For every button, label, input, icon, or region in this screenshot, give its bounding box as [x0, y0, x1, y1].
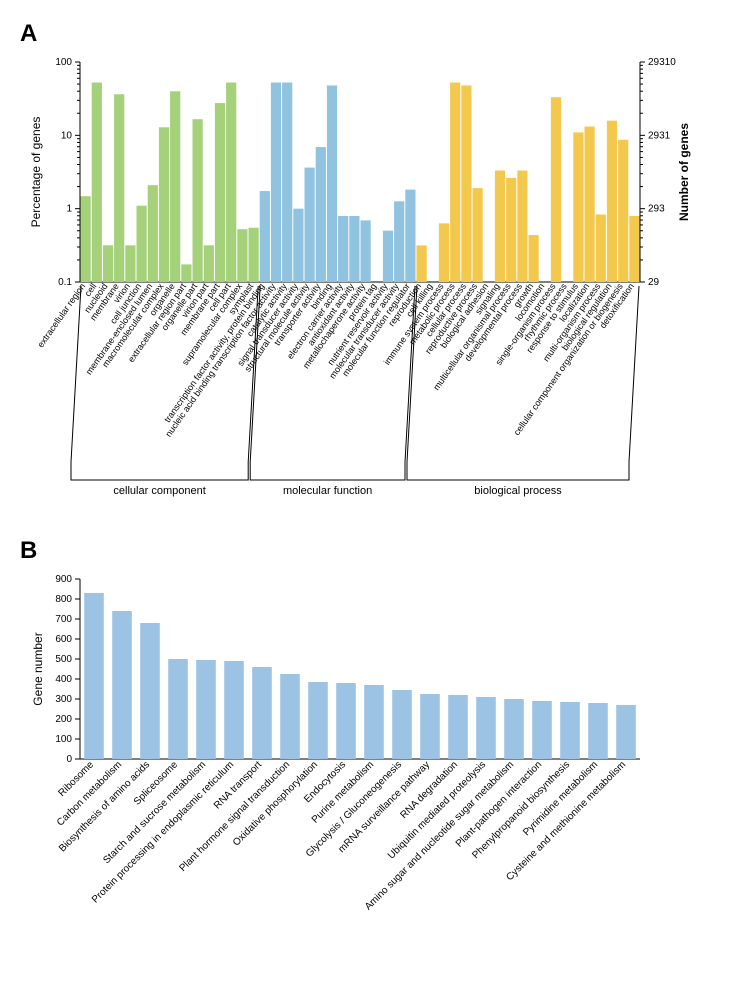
panel-b-label: B	[20, 537, 730, 565]
svg-text:700: 700	[55, 614, 72, 625]
svg-text:0.1: 0.1	[58, 277, 72, 288]
svg-text:biological process: biological process	[474, 485, 562, 497]
panel-a: A 0.129129310293110029310Percentage of g…	[20, 20, 730, 527]
svg-text:0: 0	[66, 754, 72, 765]
svg-text:100: 100	[55, 57, 72, 68]
svg-text:600: 600	[55, 634, 72, 645]
svg-text:293: 293	[648, 204, 665, 215]
svg-text:cellular component: cellular component	[113, 485, 205, 497]
panel-b-chart: 0100200300400500600700800900Gene numberR…	[20, 569, 730, 954]
svg-text:Gene number: Gene number	[31, 632, 45, 705]
svg-text:10: 10	[61, 130, 73, 141]
svg-text:29: 29	[648, 277, 660, 288]
svg-text:Number of genes: Number of genes	[677, 123, 691, 221]
panel-b: B 0 100 200 300 400 500 600 700 800 900 Gene numbe…	[20, 537, 730, 954]
svg-text:300: 300	[55, 694, 72, 705]
panel-a-label: A	[20, 20, 730, 48]
svg-text:800: 800	[55, 594, 72, 605]
svg-text:900: 900	[55, 574, 72, 585]
svg-text:2931: 2931	[648, 130, 671, 141]
panel-a-chart: 0.129129310293110029310Percentage of gen…	[20, 52, 730, 527]
svg-text:400: 400	[55, 674, 72, 685]
svg-text:1: 1	[66, 204, 72, 215]
svg-text:29310: 29310	[648, 57, 676, 68]
svg-text:200: 200	[55, 714, 72, 725]
svg-text:100: 100	[55, 734, 72, 745]
svg-text:Percentage of genes: Percentage of genes	[29, 117, 43, 228]
svg-text:Starch and sucrose metabolism: Starch and sucrose metabolism	[101, 759, 208, 866]
svg-text:molecular function: molecular function	[283, 485, 372, 497]
svg-text:500: 500	[55, 654, 72, 665]
